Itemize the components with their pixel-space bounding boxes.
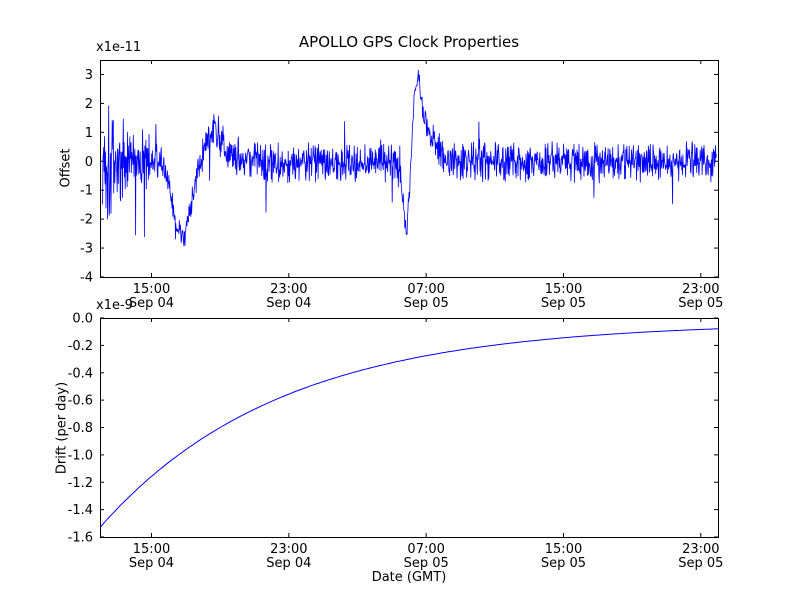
x-tick-time-label: 23:00 — [270, 282, 307, 297]
x-tick-date-label: Sep 05 — [404, 556, 449, 571]
x-tick-time-label: 15:00 — [133, 282, 170, 297]
y-tick-label: -0.2 — [68, 339, 93, 354]
y-tick-label: -0.8 — [68, 421, 93, 436]
y-tick-label: 2 — [85, 97, 93, 112]
y-tick-label: 1 — [85, 126, 93, 141]
x-tick-time-label: 23:00 — [682, 542, 719, 557]
x-tick-date-label: Sep 04 — [129, 556, 174, 571]
x-tick-time-label: 07:00 — [407, 542, 444, 557]
y-tick-label: -1.2 — [68, 476, 93, 491]
x-tick-time-label: 15:00 — [133, 542, 170, 557]
y-tick-label: -1.6 — [68, 531, 93, 546]
x-axis-label: Date (GMT) — [371, 570, 447, 585]
y-tick-label: -3 — [80, 242, 93, 257]
y-tick-label: 0.0 — [72, 312, 93, 327]
y-tick-label: 0 — [85, 155, 93, 170]
y-tick-label: 3 — [85, 68, 93, 83]
x-tick-time-label: 07:00 — [407, 282, 444, 297]
axes-frame — [100, 318, 719, 538]
chart-title: APOLLO GPS Clock Properties — [298, 33, 520, 51]
top-y-axis-label: Offset — [58, 148, 74, 188]
x-tick-date-label: Sep 05 — [678, 556, 723, 571]
y-tick-label: -0.4 — [68, 366, 93, 381]
x-tick-date-label: Sep 05 — [541, 556, 586, 571]
x-tick-date-label: Sep 04 — [266, 296, 311, 311]
offset-series-line — [102, 69, 717, 247]
x-tick-time-label: 15:00 — [545, 542, 582, 557]
y-tick-label: -2 — [80, 213, 93, 228]
y-tick-label: -4 — [80, 271, 93, 286]
bottom-y-axis-label: Drift (per day) — [54, 381, 70, 475]
x-tick-date-label: Sep 04 — [266, 556, 311, 571]
x-tick-time-label: 23:00 — [270, 542, 307, 557]
x-tick-date-label: Sep 05 — [678, 296, 723, 311]
bottom-y-scale-label: x1e-9 — [96, 298, 133, 313]
drift-series-line — [100, 328, 718, 528]
x-tick-time-label: 15:00 — [545, 282, 582, 297]
y-tick-label: -1.4 — [68, 503, 93, 518]
top-y-scale-label: x1e-11 — [96, 40, 142, 55]
x-tick-date-label: Sep 04 — [129, 296, 174, 311]
y-tick-label: -1 — [80, 184, 93, 199]
x-tick-date-label: Sep 05 — [541, 296, 586, 311]
y-tick-label: -1.0 — [68, 448, 93, 463]
axes-frame — [100, 60, 719, 278]
x-tick-date-label: Sep 05 — [404, 296, 449, 311]
y-tick-label: -0.6 — [68, 394, 93, 409]
x-tick-time-label: 23:00 — [682, 282, 719, 297]
